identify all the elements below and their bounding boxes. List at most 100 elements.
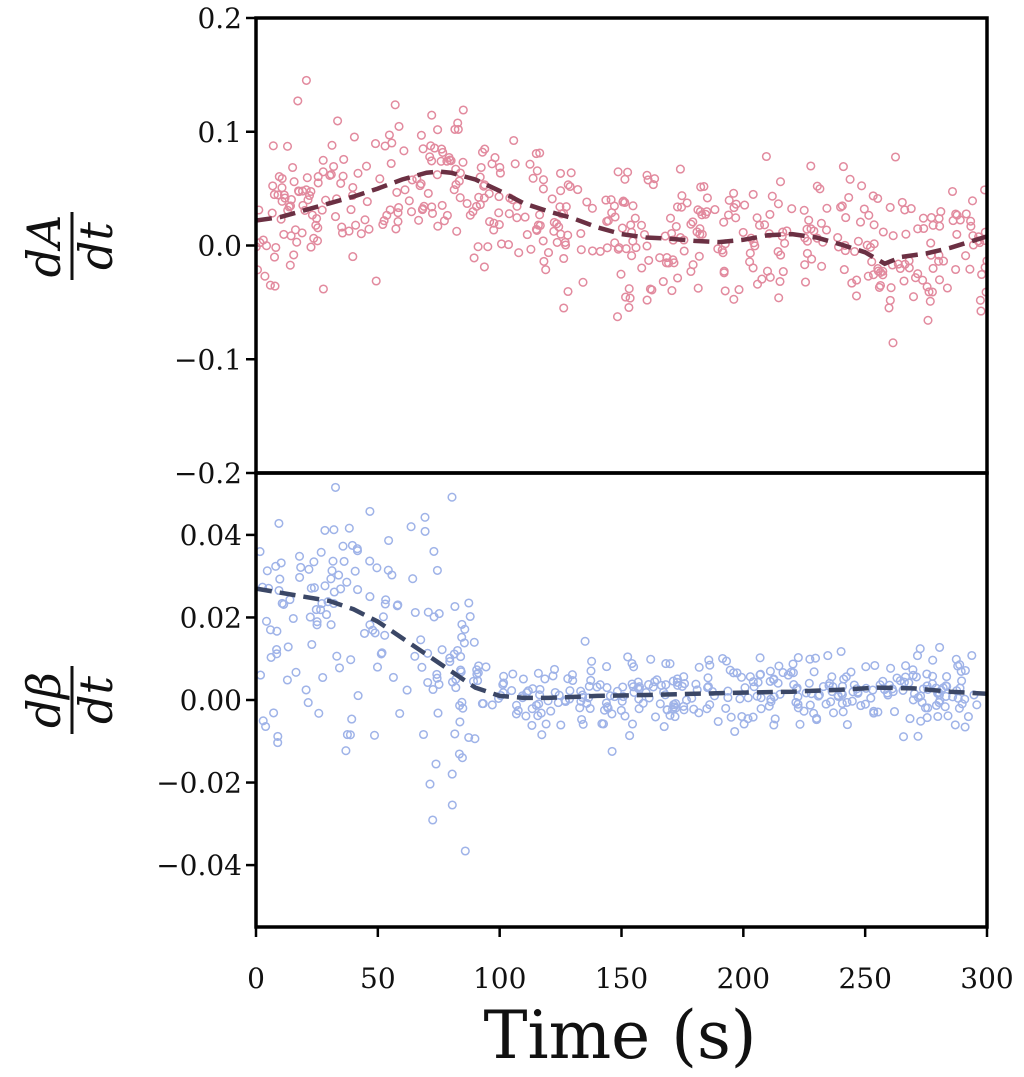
data-point xyxy=(292,237,302,247)
data-point xyxy=(627,719,638,729)
data-point xyxy=(537,730,547,740)
data-point xyxy=(528,173,538,183)
data-point xyxy=(489,218,499,228)
data-point xyxy=(766,694,776,704)
data-point xyxy=(434,679,444,689)
data-point xyxy=(288,613,298,624)
data-point xyxy=(799,205,809,215)
data-point xyxy=(334,663,345,673)
data-point xyxy=(672,677,682,687)
data-point xyxy=(576,245,586,255)
data-point xyxy=(437,645,447,655)
data-point xyxy=(699,181,709,192)
data-point xyxy=(642,241,652,251)
data-point xyxy=(703,682,713,692)
data-point xyxy=(402,685,412,695)
data-point xyxy=(972,700,982,710)
data-point xyxy=(365,556,375,566)
data-point xyxy=(538,175,549,185)
data-point xyxy=(582,698,592,708)
data-point xyxy=(269,708,279,718)
data-point xyxy=(665,213,676,223)
data-point xyxy=(793,653,803,663)
data-point xyxy=(327,140,337,150)
data-point xyxy=(296,562,306,572)
data-point xyxy=(821,225,832,235)
data-point xyxy=(856,701,866,711)
data-point xyxy=(886,283,896,293)
data-point xyxy=(371,276,381,286)
data-point xyxy=(938,256,949,266)
data-point xyxy=(556,720,566,730)
data-point xyxy=(261,616,272,626)
y-tick-label: 0.2 xyxy=(197,2,242,35)
data-point xyxy=(559,303,569,313)
y-tick-label: 0.02 xyxy=(180,601,242,634)
data-point xyxy=(623,167,633,177)
data-point xyxy=(365,620,375,630)
data-point xyxy=(273,738,283,748)
data-point xyxy=(450,601,460,612)
data-point xyxy=(522,230,532,240)
data-point xyxy=(269,252,280,262)
data-point xyxy=(449,185,459,195)
data-point xyxy=(736,672,747,682)
data-point xyxy=(584,681,594,691)
data-point xyxy=(293,96,303,106)
trend-line xyxy=(256,586,987,701)
data-point xyxy=(586,675,596,685)
data-point xyxy=(370,628,380,638)
data-point xyxy=(967,196,978,206)
data-point xyxy=(842,697,852,707)
data-point xyxy=(563,180,573,190)
data-point xyxy=(838,162,848,172)
data-point xyxy=(659,722,669,732)
data-point xyxy=(617,223,627,233)
data-point xyxy=(268,141,278,151)
data-point xyxy=(726,712,736,722)
data-point xyxy=(639,229,650,240)
data-point xyxy=(418,144,428,154)
data-point xyxy=(694,708,704,718)
data-point xyxy=(446,156,456,166)
data-point xyxy=(869,220,879,230)
data-point xyxy=(873,707,883,717)
data-point xyxy=(650,712,661,722)
data-point xyxy=(318,167,328,177)
data-point xyxy=(326,620,336,630)
data-point xyxy=(669,258,679,268)
data-point xyxy=(729,188,739,198)
data-point xyxy=(348,182,358,193)
data-point xyxy=(563,286,573,297)
data-point xyxy=(316,547,326,557)
data-point xyxy=(688,217,698,227)
scatter-points xyxy=(256,482,982,856)
data-point xyxy=(800,260,810,270)
data-point xyxy=(677,191,687,201)
data-point xyxy=(710,205,720,215)
data-point xyxy=(499,678,509,688)
data-point xyxy=(311,605,321,615)
data-point xyxy=(671,221,681,232)
data-point xyxy=(494,192,504,202)
data-point xyxy=(256,670,266,680)
data-point xyxy=(369,730,380,740)
data-point xyxy=(318,672,328,683)
data-point xyxy=(950,720,960,730)
data-point xyxy=(451,683,461,693)
data-point xyxy=(915,644,925,654)
data-point xyxy=(312,620,322,630)
data-point xyxy=(601,195,611,205)
data-point xyxy=(428,684,438,695)
data-point xyxy=(345,730,355,740)
data-point xyxy=(318,155,328,165)
data-point xyxy=(549,664,560,674)
data-point xyxy=(534,699,544,709)
data-point xyxy=(926,213,936,223)
data-point xyxy=(898,732,909,742)
data-point xyxy=(734,285,744,295)
data-point xyxy=(870,660,880,671)
data-point xyxy=(888,338,898,348)
data-point xyxy=(629,687,639,697)
data-point xyxy=(430,143,440,153)
